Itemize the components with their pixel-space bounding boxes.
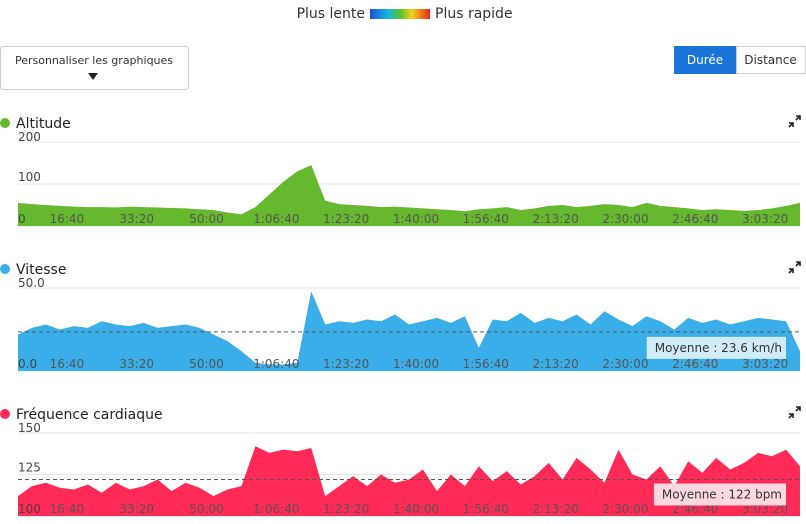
- x-tick-label: 2:30:00: [602, 502, 648, 516]
- x-tick-label: 16:40: [50, 212, 85, 226]
- series-dot: [0, 264, 10, 274]
- toggle-label: Durée: [687, 53, 723, 67]
- chart-title: Altitude: [16, 116, 71, 132]
- x-tick-label: 2:30:00: [602, 357, 648, 371]
- series-dot: [0, 118, 10, 128]
- x-tick-label: 2:13:20: [532, 212, 578, 226]
- average-box: [646, 336, 786, 359]
- average-box: [653, 483, 786, 506]
- x-tick-label: 50:00: [189, 502, 224, 516]
- x-tick-label: 33:20: [119, 502, 154, 516]
- x-tick-label: 2:46:40: [672, 357, 718, 371]
- x-tick-label: 3:03:20: [742, 357, 788, 371]
- x-tick-label: 2:13:20: [532, 502, 578, 516]
- x-tick-label: 16:40: [50, 357, 85, 371]
- x-tick-label: 1:56:40: [463, 502, 509, 516]
- area: [18, 291, 800, 371]
- average-annotation: Moyenne : 23.6 km/h: [655, 341, 782, 355]
- y-tick-label: 150: [18, 421, 41, 435]
- area: [18, 446, 800, 516]
- customize-label: Personnaliser les graphiques: [15, 54, 173, 67]
- x-tick-label: 1:40:00: [393, 212, 439, 226]
- x-tick-label: 1:23:20: [323, 212, 369, 226]
- expand-icon[interactable]: [788, 115, 801, 128]
- y-tick-label: 125: [18, 461, 41, 475]
- x-tick-label: 1:56:40: [463, 357, 509, 371]
- x-tick-label: 1:23:20: [323, 502, 369, 516]
- x-tick-label: 1:40:00: [393, 357, 439, 371]
- x-tick-label: 2:30:00: [602, 212, 648, 226]
- series-dot: [0, 409, 10, 419]
- y-tick-label: 0.0: [18, 357, 37, 371]
- average-annotation: Moyenne : 122 bpm: [662, 487, 782, 501]
- legend-slow: Plus lente: [297, 6, 365, 22]
- expand-icon[interactable]: [788, 261, 801, 274]
- x-tick-label: 33:20: [119, 357, 154, 371]
- dropdown-arrow: [88, 73, 98, 80]
- area: [18, 165, 800, 226]
- x-tick-label: 33:20: [119, 212, 154, 226]
- y-tick-label: 100: [18, 170, 41, 184]
- legend-fast: Plus rapide: [435, 6, 513, 22]
- x-tick-label: 1:23:20: [323, 357, 369, 371]
- unit-toggle: Durée Distance: [674, 46, 806, 74]
- chart-stack: Altitude 0 100 200 16:40 33:20 50:00 1:06:40 1:2…: [0, 115, 801, 517]
- x-tick-label: 1:06:40: [253, 212, 299, 226]
- chart-title: Fréquence cardiaque: [16, 407, 163, 423]
- x-tick-label: 2:46:40: [672, 212, 718, 226]
- toggle-button[interactable]: [736, 46, 806, 74]
- x-tick-label: 1:06:40: [253, 502, 299, 516]
- x-tick-label: 16:40: [50, 502, 85, 516]
- y-tick-label: 50.0: [18, 276, 45, 290]
- x-tick-label: 1:40:00: [393, 502, 439, 516]
- x-tick-label: 50:00: [189, 212, 224, 226]
- y-tick-label: 0: [18, 212, 26, 226]
- y-tick-label: 100: [18, 502, 41, 516]
- x-tick-label: 1:06:40: [253, 357, 299, 371]
- speed-gradient: [370, 9, 430, 19]
- x-tick-label: 3:03:20: [742, 212, 788, 226]
- chart-title: Vitesse: [16, 262, 66, 278]
- expand-icon[interactable]: [788, 406, 801, 419]
- toggle-label: Distance: [744, 53, 796, 67]
- y-tick-label: 200: [18, 130, 41, 144]
- x-tick-label: 2:13:20: [532, 357, 578, 371]
- x-tick-label: 1:56:40: [463, 212, 509, 226]
- x-tick-label: 3:03:20: [742, 502, 788, 516]
- x-tick-label: 2:46:40: [672, 502, 718, 516]
- customize-button[interactable]: [0, 46, 189, 90]
- x-tick-label: 50:00: [189, 357, 224, 371]
